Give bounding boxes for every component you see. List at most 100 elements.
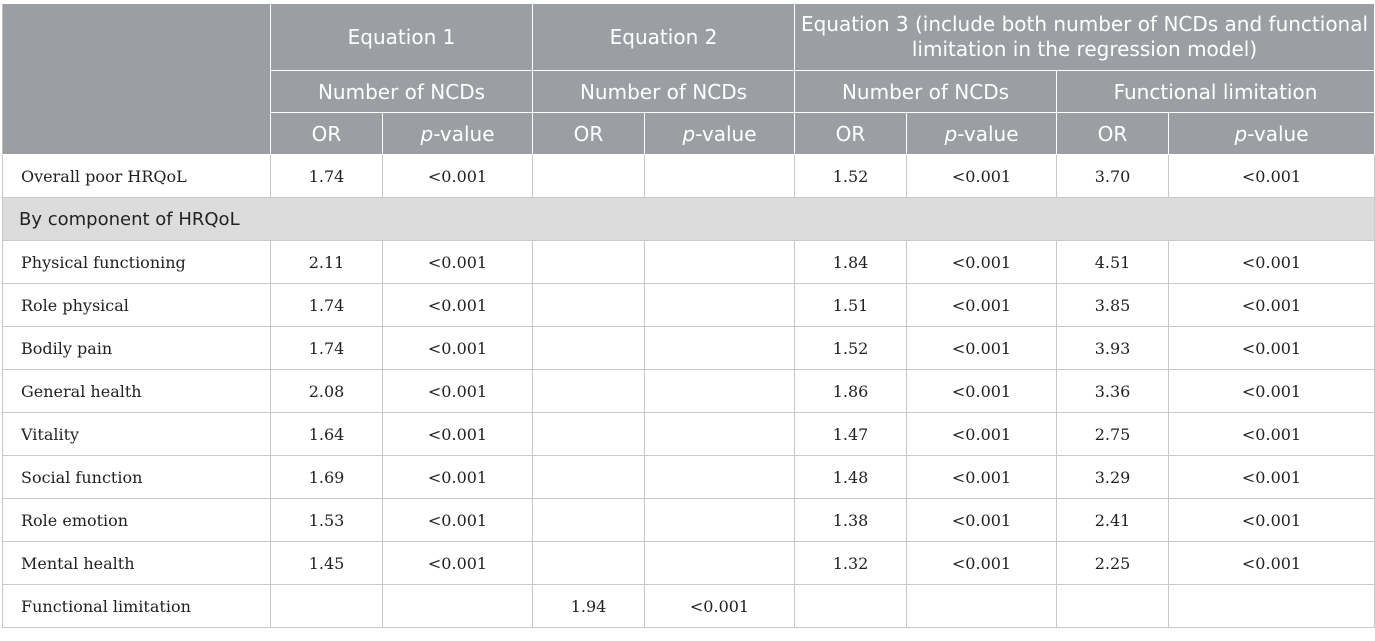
p-value-cell — [644, 240, 795, 284]
p-value-cell: <0.001 — [382, 455, 533, 499]
p-value-cell — [644, 498, 795, 542]
p-value-cell: <0.001 — [1168, 412, 1375, 456]
p-value-cell: <0.001 — [382, 154, 533, 198]
row-label: Vitality — [2, 412, 271, 456]
p-value-cell: <0.001 — [382, 283, 533, 327]
row-label: Bodily pain — [2, 326, 271, 370]
value-suffix: -value — [957, 121, 1019, 146]
p-value-cell: <0.001 — [1168, 283, 1375, 327]
table-row: Role physical 1.74 <0.001 1.51 <0.001 3.85 <0.… — [2, 283, 1375, 327]
p-value-cell — [644, 541, 795, 585]
or-column-header: OR — [270, 112, 383, 155]
p-value-cell: <0.001 — [906, 154, 1057, 198]
or-cell — [532, 283, 645, 327]
p-value-cell: <0.001 — [1168, 455, 1375, 499]
or-cell — [532, 240, 645, 284]
table-row: Functional limitation 1.94 <0.001 — [2, 584, 1375, 628]
p-value-cell: <0.001 — [906, 412, 1057, 456]
or-cell: 2.41 — [1056, 498, 1169, 542]
row-label: Role physical — [2, 283, 271, 327]
p-value-cell: <0.001 — [644, 584, 795, 628]
or-column-header: OR — [1056, 112, 1169, 155]
or-cell — [532, 541, 645, 585]
p-value-cell: <0.001 — [1168, 326, 1375, 370]
p-letter: p — [682, 121, 696, 146]
p-letter: p — [420, 121, 434, 146]
or-cell: 4.51 — [1056, 240, 1169, 284]
equation-2-header: Equation 2 — [532, 3, 795, 71]
or-cell: 1.53 — [270, 498, 383, 542]
p-value-cell: <0.001 — [906, 369, 1057, 413]
p-value-cell: <0.001 — [906, 240, 1057, 284]
p-value-cell: <0.001 — [1168, 369, 1375, 413]
table-row: General health 2.08 <0.001 1.86 <0.001 3.36 <0… — [2, 369, 1375, 413]
or-cell: 3.85 — [1056, 283, 1169, 327]
p-value-cell: <0.001 — [382, 326, 533, 370]
p-value-cell: <0.001 — [382, 369, 533, 413]
or-cell — [532, 412, 645, 456]
p-value-cell — [644, 326, 795, 370]
equation-1-header: Equation 1 — [270, 3, 533, 71]
or-cell — [270, 584, 383, 628]
or-cell — [532, 455, 645, 499]
row-label: Social function — [2, 455, 271, 499]
p-value-cell: <0.001 — [382, 240, 533, 284]
p-value-cell: <0.001 — [1168, 240, 1375, 284]
p-value-cell — [906, 584, 1057, 628]
value-suffix: -value — [695, 121, 757, 146]
table-row: Mental health 1.45 <0.001 1.32 <0.001 2.25 <0.… — [2, 541, 1375, 585]
table-row: Role emotion 1.53 <0.001 1.38 <0.001 2.41 <0.0… — [2, 498, 1375, 542]
table-header: Equation 1 Equation 2 Equation 3 (includ… — [2, 3, 1375, 155]
equation-1-subheader: Number of NCDs — [270, 70, 533, 113]
table-row: Bodily pain 1.74 <0.001 1.52 <0.001 3.93 <0.00… — [2, 326, 1375, 370]
p-value-cell: <0.001 — [1168, 154, 1375, 198]
row-label: Physical functioning — [2, 240, 271, 284]
or-cell: 1.48 — [794, 455, 907, 499]
row-label: General health — [2, 369, 271, 413]
p-value-cell: <0.001 — [906, 326, 1057, 370]
p-value-cell — [644, 412, 795, 456]
p-value-cell: <0.001 — [382, 541, 533, 585]
header-blank-cell — [2, 3, 271, 155]
p-value-cell — [644, 283, 795, 327]
or-cell: 1.64 — [270, 412, 383, 456]
or-cell: 1.32 — [794, 541, 907, 585]
or-cell: 1.94 — [532, 584, 645, 628]
p-value-cell: <0.001 — [382, 412, 533, 456]
p-value-cell: <0.001 — [906, 455, 1057, 499]
section-label: By component of HRQoL — [2, 197, 1375, 241]
row-label: Mental health — [2, 541, 271, 585]
or-cell: 1.38 — [794, 498, 907, 542]
p-value-cell: <0.001 — [906, 498, 1057, 542]
or-column-header: OR — [532, 112, 645, 155]
p-value-column-header: p-value — [644, 112, 795, 155]
p-value-cell — [382, 584, 533, 628]
equation-3-header: Equation 3 (include both number of NCDs … — [794, 3, 1375, 71]
or-cell: 2.75 — [1056, 412, 1169, 456]
p-value-column-header: p-value — [1168, 112, 1375, 155]
table-row: Vitality 1.64 <0.001 1.47 <0.001 2.75 <0.001 — [2, 412, 1375, 456]
p-value-cell — [644, 154, 795, 198]
or-cell: 1.45 — [270, 541, 383, 585]
p-value-cell — [644, 455, 795, 499]
p-value-cell — [1168, 584, 1375, 628]
or-cell: 1.52 — [794, 326, 907, 370]
equation-2-subheader: Number of NCDs — [532, 70, 795, 113]
p-value-cell: <0.001 — [906, 541, 1057, 585]
row-label: Role emotion — [2, 498, 271, 542]
results-table: Equation 1 Equation 2 Equation 3 (includ… — [2, 3, 1375, 628]
or-cell: 3.93 — [1056, 326, 1169, 370]
p-value-cell: <0.001 — [906, 283, 1057, 327]
or-column-header: OR — [794, 112, 907, 155]
p-value-column-header: p-value — [906, 112, 1057, 155]
table-row: Overall poor HRQoL 1.74 <0.001 1.52 <0.001 3.… — [2, 154, 1375, 198]
or-cell — [532, 326, 645, 370]
or-cell: 1.74 — [270, 154, 383, 198]
or-cell: 2.25 — [1056, 541, 1169, 585]
or-cell: 3.36 — [1056, 369, 1169, 413]
row-label: Overall poor HRQoL — [2, 154, 271, 198]
table-row: Physical functioning 2.11 <0.001 1.84 <0.001… — [2, 240, 1375, 284]
p-value-cell: <0.001 — [1168, 541, 1375, 585]
or-cell: 2.08 — [270, 369, 383, 413]
or-cell: 1.84 — [794, 240, 907, 284]
